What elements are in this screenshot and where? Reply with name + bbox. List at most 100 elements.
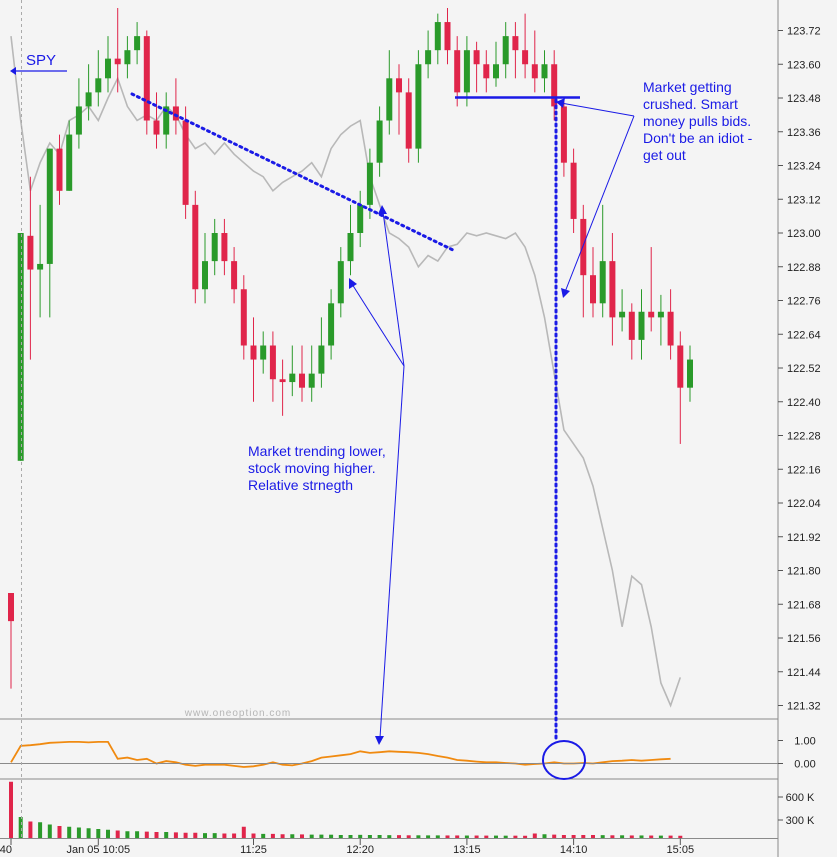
candle [250, 317, 257, 402]
candle-body [172, 106, 179, 121]
candle-body [425, 50, 432, 65]
candle-body [153, 120, 160, 135]
candle-body [337, 261, 344, 304]
annotations-layer [10, 67, 635, 780]
candle-body [240, 289, 247, 346]
candle-body [124, 50, 131, 65]
candle-body [512, 36, 519, 51]
candle-body [551, 64, 558, 107]
volume-bar [241, 826, 246, 838]
candle-body [473, 50, 480, 65]
volume-bar [474, 835, 479, 838]
volume-bar [387, 835, 392, 838]
candle-body [454, 50, 461, 93]
y-tick-label: 121.68 [787, 599, 821, 611]
candle-body [396, 78, 402, 93]
candle-body [260, 345, 267, 360]
candle-body [405, 92, 412, 149]
candle [648, 247, 655, 332]
candle-body [376, 120, 383, 163]
candle [473, 41, 480, 93]
candle [609, 233, 616, 346]
candle [434, 13, 441, 65]
candle [328, 289, 335, 360]
volume-bar [610, 835, 615, 838]
volume-bar [67, 826, 72, 838]
volume-bar [542, 834, 547, 838]
volume-bar [86, 828, 91, 838]
candle-body [667, 311, 674, 346]
volume-bar [173, 832, 178, 838]
candle [522, 13, 529, 79]
volume-bar [416, 835, 421, 838]
candle-body [531, 64, 538, 79]
candle [454, 36, 461, 107]
candle [37, 204, 44, 318]
arrowhead [378, 205, 387, 214]
volume-tick-label: 300 K [786, 815, 815, 827]
candle [260, 331, 267, 374]
candle [172, 78, 179, 135]
candle [124, 36, 131, 79]
candle [619, 289, 626, 332]
candle-body [114, 58, 121, 65]
candle-body [541, 64, 548, 79]
candle-body [599, 261, 606, 304]
candle [396, 64, 402, 135]
candle [657, 294, 664, 346]
candle-body [570, 162, 577, 219]
indicator-tick-label: 1.00 [794, 736, 815, 748]
candle [493, 41, 499, 87]
candle [182, 106, 189, 219]
volume-bar [600, 835, 605, 838]
candle [308, 345, 315, 402]
candle [85, 64, 92, 121]
y-tick-label: 123.60 [787, 59, 821, 71]
y-tick-label: 122.16 [787, 464, 821, 476]
candle-body [434, 22, 441, 51]
volume-bar [532, 833, 537, 838]
candle-body [386, 78, 393, 121]
indicator-tick-label: 0.00 [794, 759, 815, 771]
candle [376, 106, 383, 177]
candle-body [648, 311, 655, 318]
volume-bar [571, 835, 576, 838]
volume-bar [222, 833, 227, 838]
candle-body [657, 311, 664, 318]
volume-bar [38, 822, 43, 838]
volume-bar [581, 835, 586, 838]
y-tick-label: 121.32 [787, 701, 821, 713]
candle-body [231, 261, 238, 290]
volume-bar [338, 835, 343, 838]
arrow-line [351, 283, 405, 367]
candle [677, 331, 684, 444]
candle [8, 593, 14, 689]
candle-body [502, 36, 509, 65]
volume-bar [513, 835, 518, 838]
y-tick-label: 122.28 [787, 431, 821, 443]
candle [105, 36, 111, 93]
volume-bar [435, 835, 440, 838]
candle-body [289, 373, 296, 383]
y-tick-label: 122.04 [787, 498, 821, 510]
arrow-line [379, 365, 405, 739]
price-panel [8, 8, 693, 708]
candle-body [560, 106, 567, 163]
volume-bar [552, 834, 557, 838]
volume-bar [125, 831, 130, 838]
candle [560, 98, 567, 177]
candle [463, 36, 470, 107]
candle [599, 204, 606, 318]
volume-bar [76, 827, 81, 838]
volume-bar [96, 829, 101, 838]
volume-bar [620, 835, 625, 838]
candle [405, 78, 412, 163]
candle [240, 275, 247, 360]
candle-body [8, 593, 14, 622]
volume-bar [203, 833, 207, 838]
y-tick-label: 123.48 [787, 93, 821, 105]
candle-body [483, 64, 490, 79]
volume-bar [28, 821, 33, 838]
candle-body [250, 345, 257, 360]
